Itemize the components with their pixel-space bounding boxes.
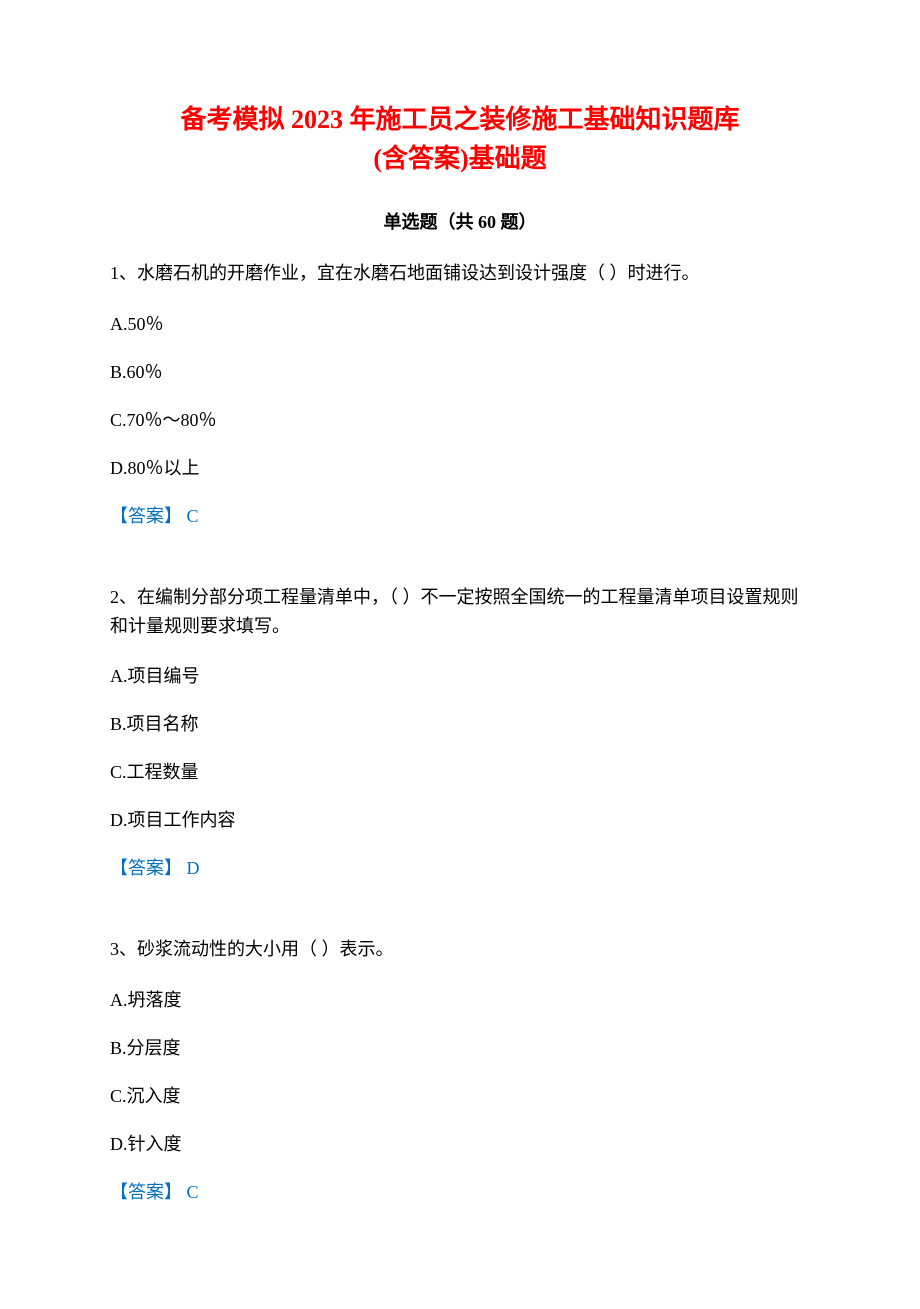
- option-a: A.坍落度: [110, 986, 810, 1012]
- answer-label: 【答案】 C: [110, 502, 810, 528]
- option-b: B.分层度: [110, 1034, 810, 1060]
- option-b: B.60％: [110, 358, 810, 384]
- question-block-3: 3、砂浆流动性的大小用（ ）表示。 A.坍落度 B.分层度 C.沉入度 D.针入…: [110, 935, 810, 1204]
- option-c: C.70％～80％: [110, 406, 810, 432]
- question-prompt: 1、水磨石机的开磨作业，宜在水磨石地面铺设达到设计强度（ ）时进行。: [110, 259, 810, 288]
- title-line-1: 备考模拟 2023 年施工员之装修施工基础知识题库: [110, 100, 810, 139]
- question-block-2: 2、在编制分部分项工程量清单中，（ ）不一定按照全国统一的工程量清单项目设置规则…: [110, 583, 810, 881]
- title-line-2: (含答案)基础题: [110, 139, 810, 178]
- document-title: 备考模拟 2023 年施工员之装修施工基础知识题库 (含答案)基础题: [110, 100, 810, 178]
- question-prompt: 2、在编制分部分项工程量清单中，（ ）不一定按照全国统一的工程量清单项目设置规则…: [110, 583, 810, 641]
- question-prompt: 3、砂浆流动性的大小用（ ）表示。: [110, 935, 810, 964]
- question-block-1: 1、水磨石机的开磨作业，宜在水磨石地面铺设达到设计强度（ ）时进行。 A.50％…: [110, 259, 810, 528]
- option-a: A.50％: [110, 310, 810, 336]
- answer-label: 【答案】 D: [110, 854, 810, 880]
- option-d: D.80％以上: [110, 454, 810, 480]
- option-d: D.项目工作内容: [110, 806, 810, 832]
- option-c: C.工程数量: [110, 758, 810, 784]
- section-header: 单选题（共 60 题）: [110, 208, 810, 234]
- option-d: D.针入度: [110, 1130, 810, 1156]
- option-a: A.项目编号: [110, 662, 810, 688]
- answer-label: 【答案】 C: [110, 1178, 810, 1204]
- option-c: C.沉入度: [110, 1082, 810, 1108]
- option-b: B.项目名称: [110, 710, 810, 736]
